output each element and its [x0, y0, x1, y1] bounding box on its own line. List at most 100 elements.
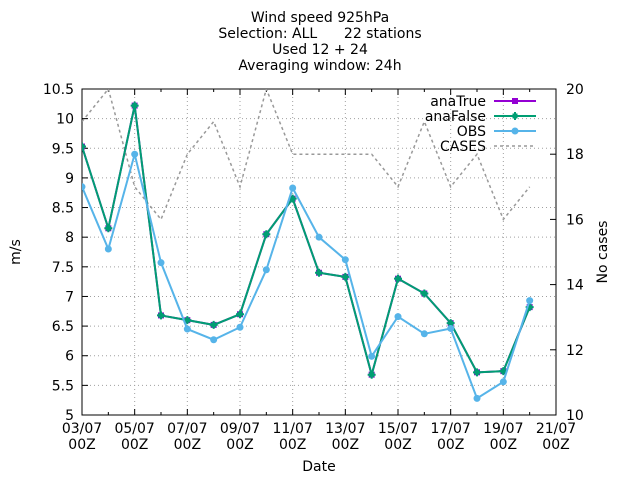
- legend-item: OBS: [457, 124, 536, 140]
- x-tick-label: 03/07: [62, 421, 102, 437]
- data-point: [183, 325, 191, 333]
- y-tick-label: 10.5: [43, 82, 74, 98]
- y2-tick-label: 10: [566, 408, 584, 424]
- x-tick-label: 07/07: [167, 421, 207, 437]
- x-tick-sublabel: 00Z: [68, 437, 95, 453]
- y-tick-label: 5: [65, 408, 74, 424]
- data-point: [105, 225, 111, 231]
- legend-item: CASES: [440, 139, 536, 155]
- x-tick-sublabel: 00Z: [384, 437, 411, 453]
- y-tick-label: 7.5: [52, 260, 74, 276]
- data-point: [499, 378, 507, 386]
- chart-title-line: Selection: ALL 22 stations: [218, 26, 422, 42]
- y2-tick-label: 12: [566, 343, 584, 359]
- data-point: [289, 184, 297, 192]
- y-tick-label: 7: [65, 289, 74, 305]
- data-point: [82, 143, 85, 149]
- x-tick-label: 05/07: [114, 421, 154, 437]
- data-point: [236, 323, 244, 331]
- data-point: [342, 274, 348, 280]
- data-point: [394, 313, 402, 321]
- x-tick-sublabel: 00Z: [542, 437, 569, 453]
- legend-item: anaTrue: [430, 94, 536, 110]
- y-axis-label: m/s: [8, 239, 24, 265]
- y2-tick-label: 20: [566, 82, 584, 98]
- data-point: [473, 394, 481, 402]
- x-tick-sublabel: 00Z: [174, 437, 201, 453]
- data-point: [82, 142, 86, 151]
- data-point: [290, 196, 296, 202]
- data-point: [132, 103, 138, 109]
- series-obs: [82, 150, 534, 402]
- series-line: [82, 105, 531, 379]
- legend-label: anaTrue: [430, 94, 486, 110]
- data-point: [474, 369, 480, 375]
- data-point: [315, 233, 323, 241]
- y-tick-label: 8.5: [52, 201, 74, 217]
- y2-tick-label: 16: [566, 212, 584, 228]
- x-tick-label: 11/07: [272, 421, 312, 437]
- x-tick-sublabel: 00Z: [437, 437, 464, 453]
- y-tick-label: 9: [65, 171, 74, 187]
- legend-label: OBS: [457, 124, 486, 140]
- x-tick-label: 15/07: [378, 421, 418, 437]
- data-point: [131, 150, 139, 158]
- data-point: [395, 276, 401, 282]
- legend-marker: [512, 98, 518, 104]
- chart-title-line: Used 12 + 24: [272, 42, 368, 58]
- x-tick-sublabel: 00Z: [226, 437, 253, 453]
- x-tick-label: 21/07: [536, 421, 576, 437]
- legend-label: CASES: [440, 139, 486, 155]
- data-point: [341, 256, 349, 264]
- data-point: [157, 259, 165, 267]
- y2-axis-label: No cases: [595, 221, 611, 284]
- x-tick-label: 09/07: [220, 421, 260, 437]
- x-tick-label: 17/07: [430, 421, 470, 437]
- legend-marker: [511, 127, 519, 135]
- y-tick-label: 9.5: [52, 141, 74, 157]
- y-tick-label: 5.5: [52, 378, 74, 394]
- y-tick-label: 6: [65, 349, 74, 365]
- data-point: [211, 322, 217, 328]
- axis-ticks: 5 5.5 6 6.5 7 7.5 8 8.5 9 9.5 10 10.5 10 12 14 16 18 20 03…: [43, 82, 584, 453]
- legend-label: anaFalse: [425, 109, 486, 125]
- y-tick-label: 10: [56, 112, 74, 128]
- y2-tick-label: 18: [566, 147, 584, 163]
- series-layer: [82, 89, 534, 402]
- x-axis-label: Date: [302, 459, 335, 475]
- data-point: [369, 372, 375, 378]
- data-point: [237, 311, 243, 317]
- data-point: [526, 297, 534, 305]
- x-tick-label: 13/07: [325, 421, 365, 437]
- chart-title-line: Wind speed 925hPa: [250, 10, 390, 26]
- x-tick-sublabel: 00Z: [490, 437, 517, 453]
- series-line: [82, 150, 531, 400]
- y-tick-label: 8: [65, 230, 74, 246]
- data-point: [210, 336, 218, 344]
- data-point: [316, 270, 322, 276]
- y-tick-label: 6.5: [52, 319, 74, 335]
- series-line: [82, 89, 531, 221]
- x-tick-label: 19/07: [483, 421, 523, 437]
- data-point: [263, 231, 269, 237]
- legend-item: anaFalse: [425, 109, 536, 125]
- data-point: [448, 320, 454, 326]
- data-point: [527, 304, 533, 310]
- data-point: [421, 290, 427, 296]
- x-tick-sublabel: 00Z: [332, 437, 359, 453]
- data-point: [158, 312, 164, 318]
- data-point: [82, 183, 86, 191]
- legend-marker: [512, 113, 518, 119]
- series-anafalse: [82, 101, 534, 379]
- chart-title-line: Averaging window: 24h: [238, 58, 402, 74]
- x-tick-sublabel: 00Z: [279, 437, 306, 453]
- x-tick-sublabel: 00Z: [121, 437, 148, 453]
- series-cases: [82, 89, 531, 221]
- data-point: [368, 352, 376, 360]
- data-point: [447, 324, 455, 332]
- data-point: [104, 245, 112, 253]
- data-point: [420, 330, 428, 338]
- data-point: [262, 266, 270, 274]
